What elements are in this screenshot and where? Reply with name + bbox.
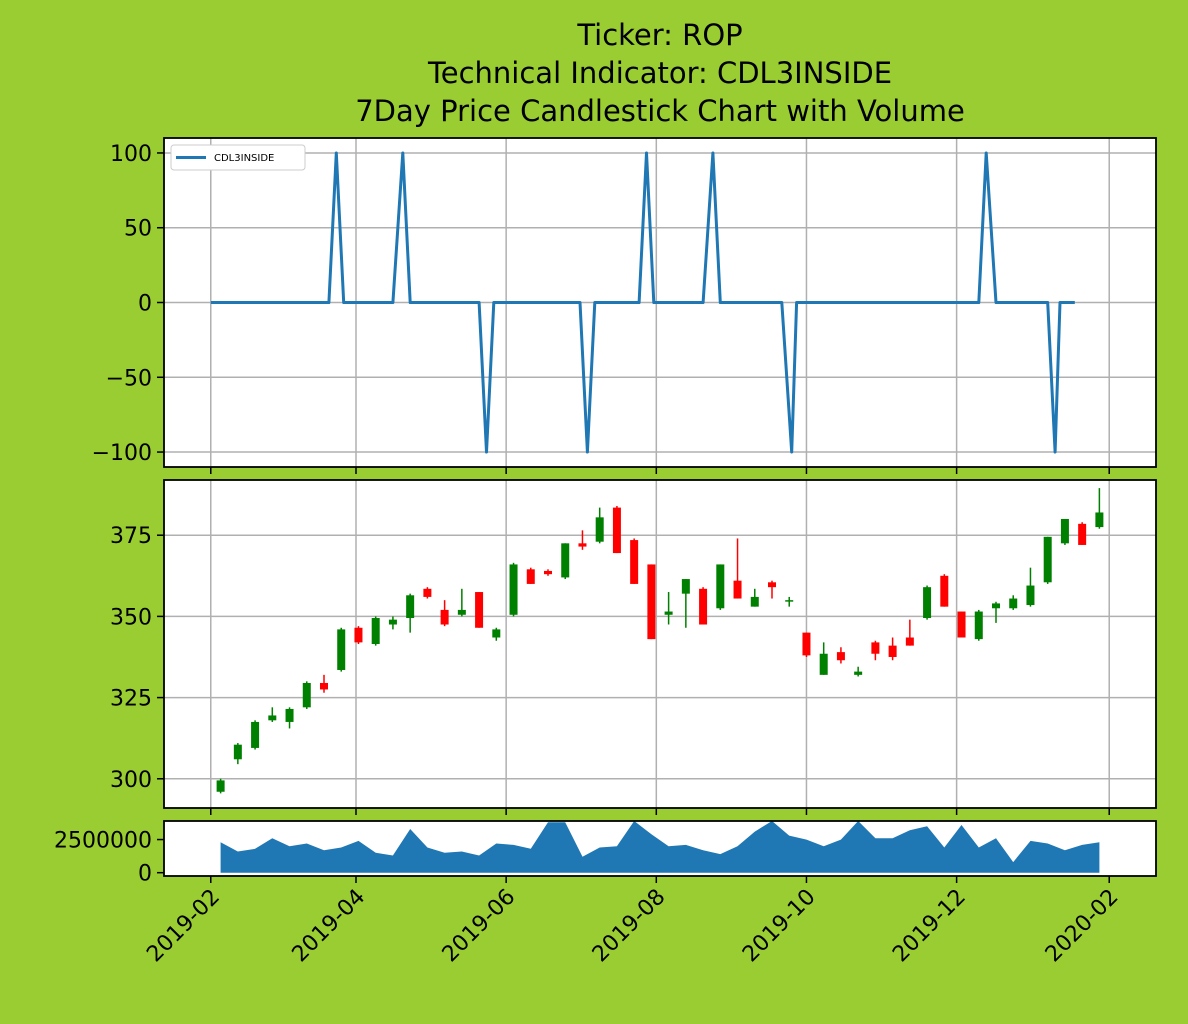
candle-body-1	[233, 744, 242, 760]
candle-body-37	[854, 671, 863, 675]
indicator-ytick-label-4: −100	[92, 441, 152, 466]
chart-title-line-2: Technical Indicator: CDL3INSIDE	[427, 56, 892, 90]
indicator-panel: 100 50 0 −50 −100 CDL3INSIDE	[92, 137, 1157, 474]
legend-box	[170, 144, 306, 171]
candle-body-21	[578, 543, 587, 547]
candle-body-34	[802, 632, 811, 656]
price-ytick-label-2: 350	[110, 605, 152, 630]
candle-body-18	[526, 569, 535, 584]
price-ytick-label-3: 375	[110, 524, 152, 549]
indicator-ytick-label-3: −50	[106, 366, 152, 391]
indicator-ytick-label-1: 50	[124, 217, 152, 242]
candle-body-43	[957, 611, 966, 638]
candle-body-50	[1078, 523, 1087, 545]
candle-body-9	[371, 618, 380, 644]
price-ytick-label-1: 325	[110, 687, 152, 712]
candle-body-46	[1009, 598, 1018, 609]
candle-body-26	[664, 611, 673, 615]
candle-body-7	[337, 629, 346, 670]
volume-frame	[163, 820, 1157, 877]
candle-body-44	[974, 611, 983, 640]
candle-body-27	[681, 579, 690, 594]
indicator-ytick-label-2: 0	[138, 292, 152, 317]
candle-body-10	[388, 619, 397, 625]
price-frame	[163, 479, 1157, 809]
candle-body-40	[905, 637, 914, 646]
legend-label: CDL3INSIDE	[214, 153, 274, 164]
candle-body-51	[1095, 512, 1104, 528]
candle-body-23	[612, 507, 621, 554]
candle-body-36	[836, 652, 845, 661]
candle-body-20	[561, 543, 570, 578]
candle-body-45	[992, 603, 1000, 609]
candle-body-13	[440, 609, 449, 625]
candle-body-47	[1026, 585, 1035, 606]
indicator-frame	[163, 137, 1157, 468]
candle-body-0	[216, 780, 225, 792]
volume-panel: 0 2500000	[54, 820, 1157, 887]
candle-body-30	[733, 580, 742, 599]
candle-body-15	[475, 592, 484, 628]
volume-area	[220, 821, 1100, 873]
candle-body-3	[268, 715, 277, 721]
candle-body-8	[354, 627, 363, 643]
candle-body-4	[285, 708, 294, 722]
candle-body-48	[1043, 536, 1052, 583]
candle-body-12	[423, 588, 432, 597]
indicator-series-line	[210, 151, 1075, 454]
price-panel: 300 325 350 375	[110, 479, 1157, 815]
price-ytick-label-0: 300	[110, 768, 152, 793]
candle-body-38	[871, 642, 880, 654]
candle-body-11	[406, 595, 415, 619]
candle-body-16	[492, 629, 501, 638]
candle-body-17	[509, 564, 518, 615]
candle-body-19	[544, 570, 552, 575]
candle-body-29	[716, 564, 725, 609]
candle-body-14	[457, 609, 466, 615]
candle-body-31	[750, 596, 759, 607]
price-plot-area	[164, 480, 1156, 808]
candle-body-25	[647, 564, 656, 640]
candle-body-6	[320, 682, 328, 690]
candle-body-35	[819, 653, 828, 675]
candle-body-32	[768, 582, 776, 588]
candle-body-28	[699, 588, 708, 625]
candle-body-5	[302, 682, 311, 708]
candle-body-22	[595, 517, 604, 542]
volume-ytick-label-1: 2500000	[54, 829, 152, 854]
volume-ytick-label-0: 0	[138, 862, 152, 887]
candle-body-39	[888, 645, 897, 657]
indicator-ytick-label-0: 100	[110, 142, 152, 167]
candle-body-33	[785, 600, 794, 602]
candle-body-24	[630, 540, 639, 584]
candle-body-49	[1060, 518, 1069, 544]
candle-body-42	[940, 575, 949, 607]
candle-body-2	[251, 721, 260, 748]
chart-title-line-3: 7Day Price Candlestick Chart with Volume	[355, 94, 965, 128]
chart-title-line-1: Ticker: ROP	[576, 18, 742, 52]
candle-body-41	[923, 587, 932, 619]
